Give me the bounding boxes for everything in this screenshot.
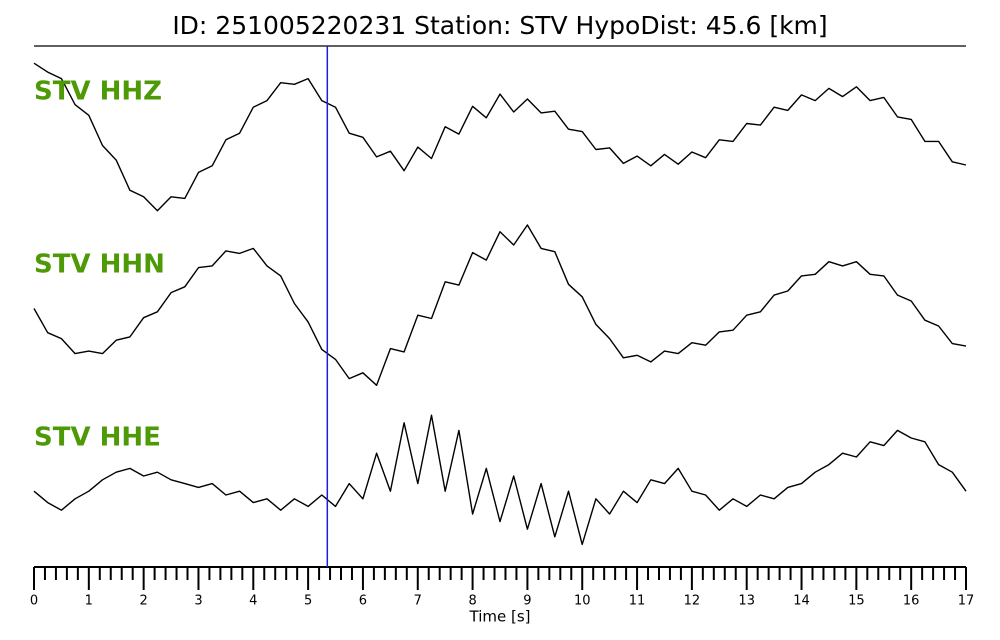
trace-label: STV HHZ [34,77,162,107]
trace [33,62,967,212]
x-tick-label: 15 [848,594,865,609]
x-tick-label: 13 [738,594,755,609]
trace-label: STV HHE [34,423,161,453]
chart-title: ID: 251005220231 Station: STV HypoDist: … [172,11,827,40]
x-tick-label: 4 [249,594,257,609]
x-tick-label: 14 [793,594,810,609]
x-tick-label: 17 [958,594,975,609]
x-tick-label: 0 [30,594,38,609]
x-tick-label: 11 [629,594,646,609]
x-tick-label: 16 [903,594,920,609]
x-tick-label: 12 [684,594,701,609]
trace [33,224,967,386]
x-tick-label: 3 [194,594,202,609]
x-tick-label: 8 [468,594,476,609]
x-tick-label: 1 [85,594,93,609]
x-axis-label: Time [s] [469,608,531,626]
trace-label: STV HHN [34,250,165,280]
x-tick-label: 10 [574,594,591,609]
x-tick-label: 6 [359,594,367,609]
x-tick-label: 5 [304,594,312,609]
x-tick-label: 7 [414,594,422,609]
x-tick-label: 2 [140,594,148,609]
x-tick-label: 9 [523,594,531,609]
trace [33,414,967,546]
